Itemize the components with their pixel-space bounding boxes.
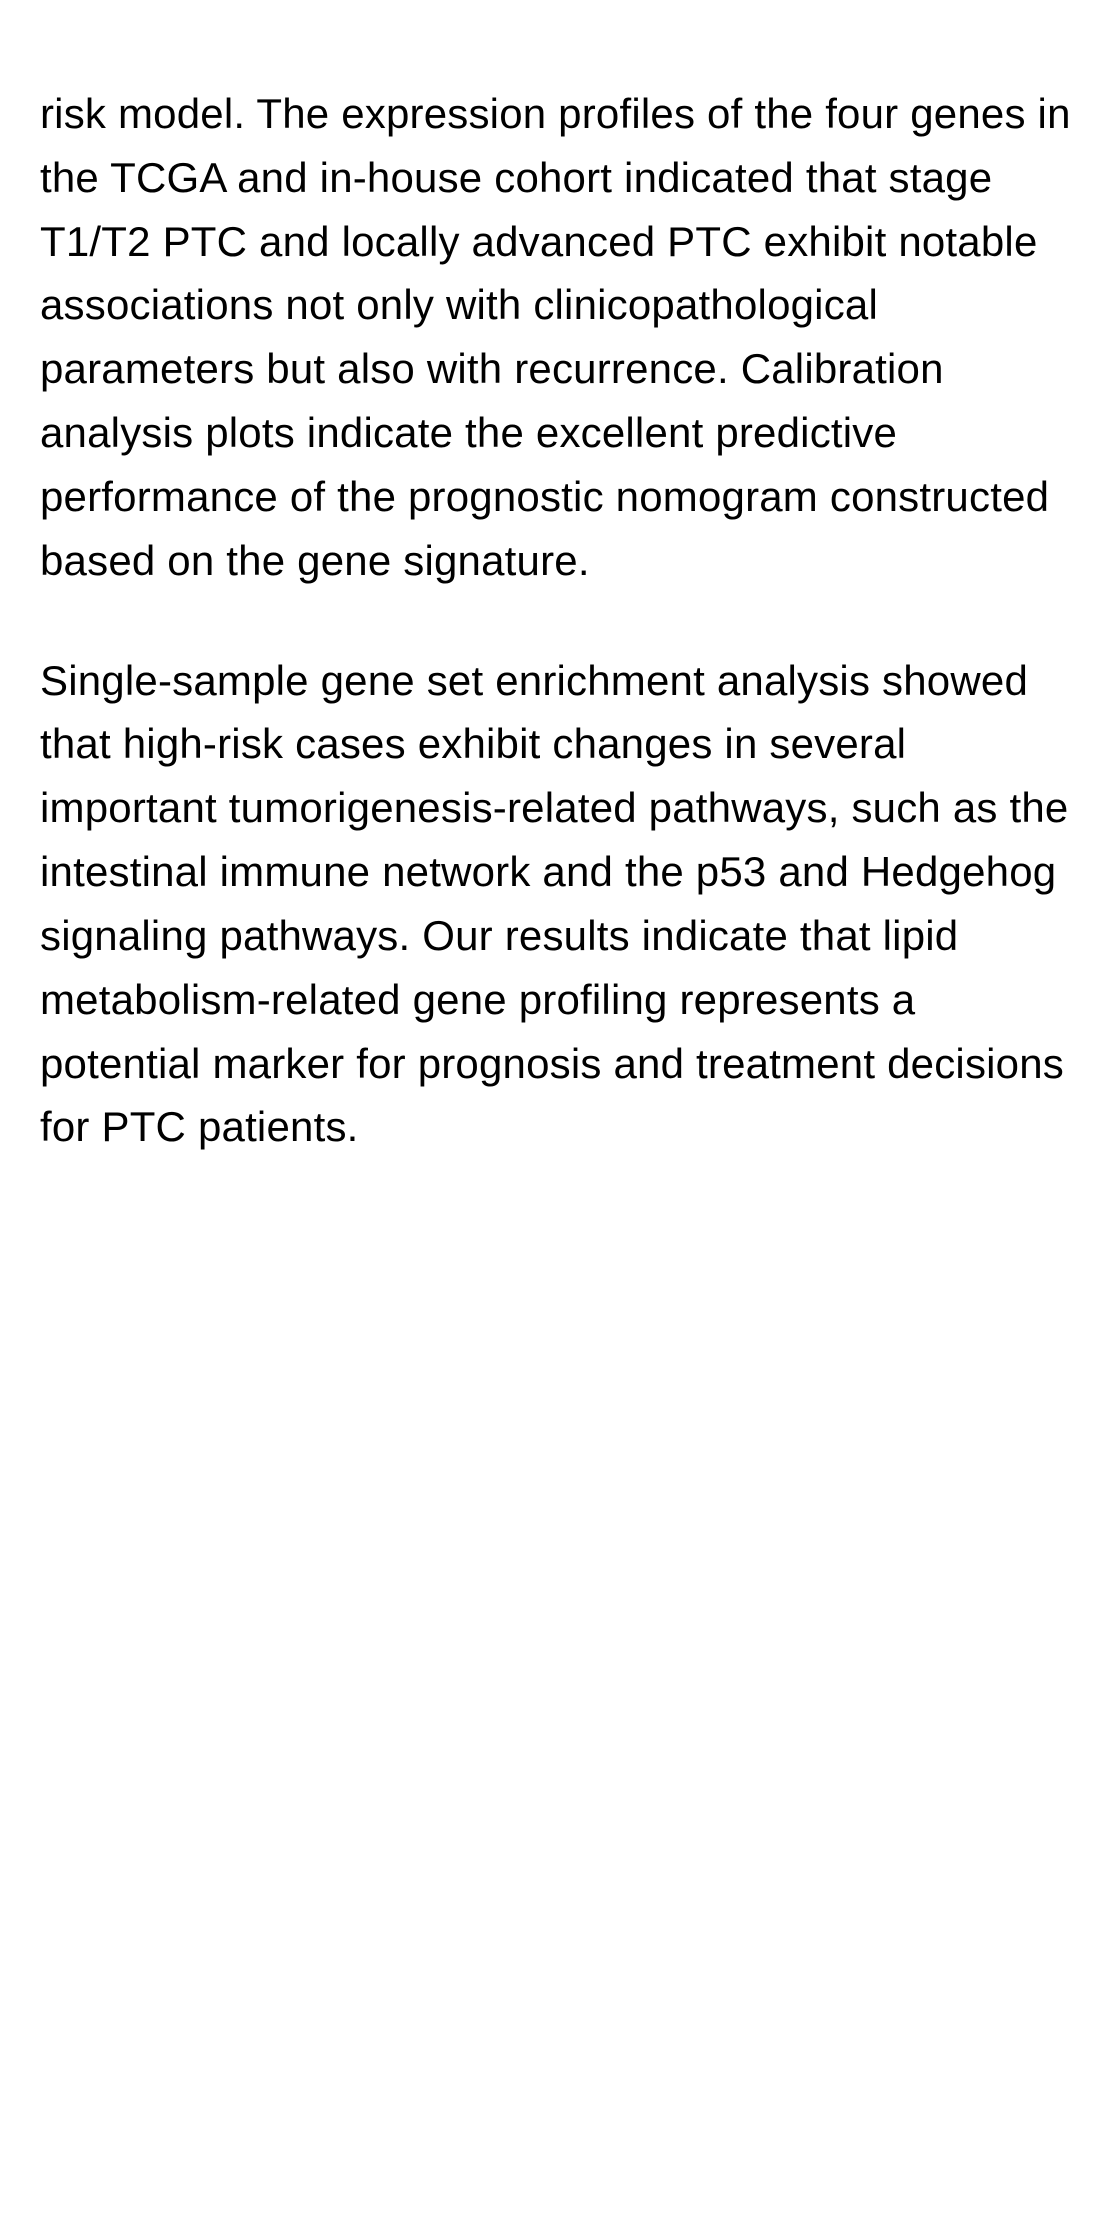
document-page: risk model. The expression profiles of t… xyxy=(0,0,1117,1159)
body-paragraph: Single-sample gene set enrichment analys… xyxy=(40,649,1077,1160)
body-paragraph: risk model. The expression profiles of t… xyxy=(40,82,1077,593)
